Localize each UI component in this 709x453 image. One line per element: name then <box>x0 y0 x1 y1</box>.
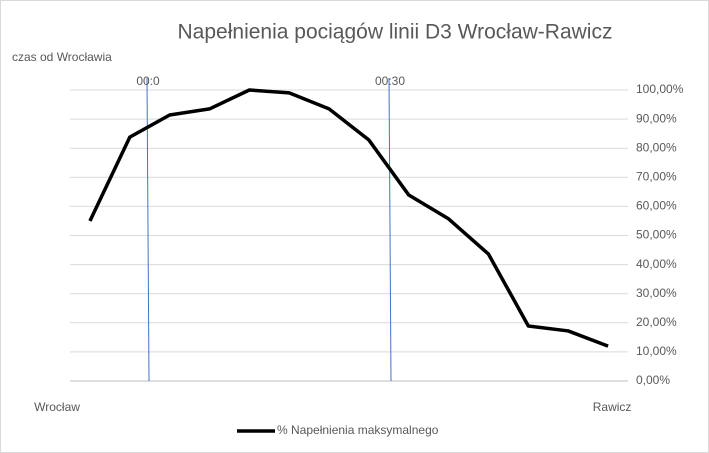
y-tick-label: 80,00% <box>636 140 677 154</box>
y-tick-label: 60,00% <box>636 199 677 213</box>
line-series <box>88 88 609 348</box>
axis-label: czas od Wrocławia <box>12 50 112 64</box>
legend-label: % Napełnienia maksymalnego <box>277 423 439 437</box>
annotation-label: 00:0 <box>136 74 160 88</box>
y-tick-label: 0,00% <box>636 373 670 387</box>
y-tick-label: 20,00% <box>636 315 677 329</box>
chart-title: Napełnienia pociągów linii D3 Wrocław-Ra… <box>178 21 613 44</box>
annotation-line <box>388 77 392 382</box>
y-tick-label: 70,00% <box>636 169 677 183</box>
x-tick-label: Wrocław <box>34 400 80 414</box>
y-tick-label: 100,00% <box>636 82 684 96</box>
y-tick-label: 40,00% <box>636 257 677 271</box>
y-tick-label: 90,00% <box>636 111 677 125</box>
y-tick-label: 50,00% <box>636 228 677 242</box>
annotation-label: 00:30 <box>375 74 405 88</box>
y-tick-label: 30,00% <box>636 286 677 300</box>
y-tick-label: 10,00% <box>636 344 677 358</box>
x-tick-label: Rawicz <box>593 400 632 414</box>
